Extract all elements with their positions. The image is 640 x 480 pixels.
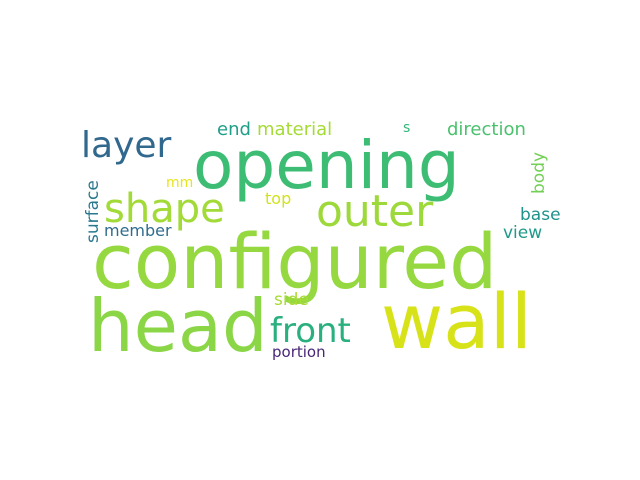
word-layer: layer xyxy=(81,125,172,166)
word-surface: surface xyxy=(83,180,103,243)
word-s: s xyxy=(403,120,410,136)
word-mm: mm xyxy=(166,175,193,191)
word-view: view xyxy=(503,223,542,243)
word-end: end xyxy=(217,119,251,140)
word-outer: outer xyxy=(316,186,434,237)
word-side: side xyxy=(274,290,309,310)
word-material: material xyxy=(257,119,332,140)
word-body: body xyxy=(529,152,549,194)
word-top: top xyxy=(265,189,291,208)
word-base: base xyxy=(520,205,561,225)
word-direction: direction xyxy=(447,119,526,140)
word-wall: wall xyxy=(381,277,532,366)
word-head: head xyxy=(88,284,268,368)
word-member: member xyxy=(104,221,172,240)
word-portion: portion xyxy=(272,343,326,361)
